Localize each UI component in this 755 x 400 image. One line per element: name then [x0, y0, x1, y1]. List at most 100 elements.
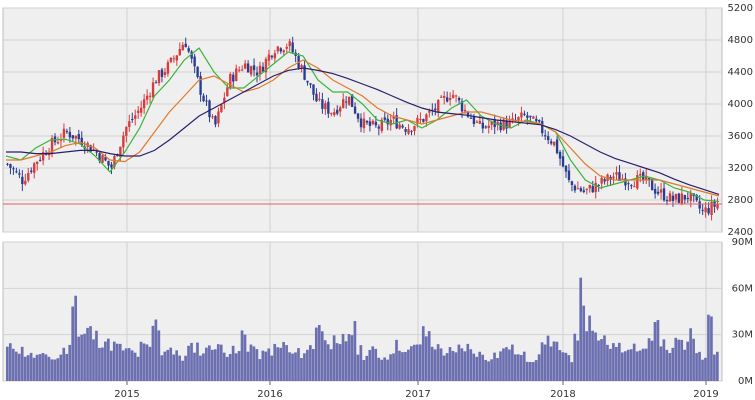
candle-body [413, 126, 416, 131]
candle-body [148, 95, 152, 97]
candle-body [193, 56, 196, 67]
volume-bar [505, 347, 508, 381]
candle-body [389, 119, 392, 126]
volume-bar [216, 344, 220, 381]
candle-body [457, 97, 461, 101]
volume-bar [199, 355, 202, 381]
volume-bar [487, 361, 490, 381]
candle-body [627, 183, 630, 185]
volume-bar [472, 353, 476, 381]
candle-body [101, 155, 104, 163]
candle-body [490, 121, 493, 125]
price-plot-area [2, 7, 723, 233]
volume-bar [112, 341, 116, 381]
candle-body [484, 126, 487, 128]
candle-body [472, 116, 476, 124]
volume-bar [609, 348, 612, 381]
volume-bar [74, 295, 78, 381]
volume-bar [499, 351, 502, 381]
volume-bar [98, 347, 101, 381]
volume-bar [341, 333, 345, 381]
candle-body [80, 137, 83, 146]
volume-bar [683, 349, 687, 381]
candle-body [392, 116, 395, 119]
volume-bar [335, 343, 339, 381]
volume-bar [210, 349, 214, 381]
volume-bar [701, 359, 704, 381]
volume-bar [511, 344, 514, 381]
volume-bar [525, 361, 529, 381]
candle-body [145, 95, 149, 100]
volume-bar [303, 353, 306, 381]
candle-body [410, 130, 413, 132]
candle-body [466, 111, 470, 117]
volume-bar [635, 351, 639, 381]
candle-body [650, 178, 654, 191]
candle-body [196, 66, 199, 78]
volume-bar [502, 348, 505, 381]
volume-bar [59, 354, 63, 381]
volume-bar [109, 350, 113, 381]
candle-body [451, 94, 455, 98]
volume-bar [14, 351, 18, 381]
candle-body [232, 74, 235, 82]
volume-bar [496, 358, 499, 381]
candle-body [508, 120, 511, 128]
candle-body [12, 168, 15, 170]
candle-body [9, 164, 12, 168]
candle-body [386, 118, 389, 125]
volume-bar [71, 306, 75, 381]
volume-bar [638, 350, 642, 381]
volume-bar [561, 352, 565, 381]
candle-body [526, 115, 529, 118]
candle-body [365, 120, 369, 123]
volume-bar [484, 359, 487, 381]
candle-body [98, 153, 101, 162]
candle-body [139, 107, 143, 113]
candle-body [419, 118, 422, 120]
candle-body [62, 128, 66, 138]
volume-bar [710, 316, 713, 381]
x-axis-tick-label: 2015 [114, 389, 139, 400]
candle-body [163, 72, 167, 75]
candle-body [588, 184, 591, 189]
candle-body [77, 134, 80, 140]
volume-axis-tick-label: 0M [738, 376, 753, 387]
volume-bar [558, 350, 562, 381]
candle-body [496, 121, 499, 126]
candle-body [309, 83, 312, 85]
volume-bar [668, 353, 672, 381]
candle-body [416, 117, 419, 124]
volume-bar [338, 344, 342, 381]
moving-average-line-2 [6, 59, 720, 197]
volume-bar [430, 346, 434, 381]
candle-body [481, 122, 485, 129]
candle-body [255, 72, 259, 76]
candle-body [285, 46, 288, 49]
volume-bar [606, 344, 609, 381]
candle-body [288, 41, 291, 47]
candle-body [202, 95, 205, 102]
candle-body [710, 201, 713, 215]
candle-body [662, 188, 666, 201]
volume-bar [392, 353, 395, 381]
candle-body [695, 194, 698, 201]
candle-body [65, 131, 69, 133]
volume-bar [451, 350, 455, 381]
volume-bar [600, 339, 603, 381]
candle-body [137, 110, 140, 113]
volume-bar [133, 352, 137, 381]
candle-body [342, 99, 345, 108]
candle-body [454, 95, 458, 97]
volume-bar [107, 338, 110, 381]
candle-body [131, 118, 134, 120]
candle-body [677, 193, 681, 203]
volume-bar [448, 347, 452, 381]
candle-body [689, 193, 692, 201]
volume-bar [285, 345, 288, 381]
candle-body [538, 120, 541, 122]
candle-body [440, 96, 443, 98]
volume-bar [163, 351, 167, 381]
volume-bar [77, 336, 80, 381]
